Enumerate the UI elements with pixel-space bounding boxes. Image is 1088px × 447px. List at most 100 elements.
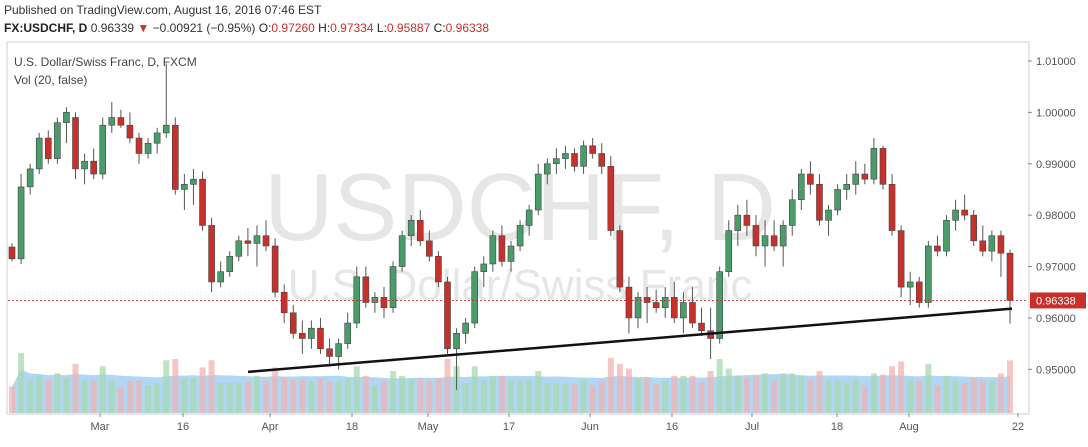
volume-bar xyxy=(317,378,324,413)
candle-body xyxy=(63,112,70,123)
candle-body xyxy=(897,230,905,288)
volume-bar xyxy=(916,380,923,413)
volume-bar xyxy=(308,381,315,413)
candle xyxy=(689,287,696,329)
candle xyxy=(172,117,179,195)
candle-body xyxy=(135,137,143,154)
candle-body xyxy=(607,166,615,231)
candle xyxy=(562,145,569,169)
candle-body xyxy=(716,271,723,339)
price-axis[interactable]: 0.95000 0.96000 0.97000 0.98000 0.99000 1.000… xyxy=(1028,56,1086,376)
candle xyxy=(17,174,25,264)
volume-bar xyxy=(335,380,342,413)
volume-bar xyxy=(281,377,288,413)
volume-bar xyxy=(117,386,124,413)
candle-body xyxy=(226,255,234,272)
candle-body xyxy=(671,297,678,319)
support-trendline xyxy=(247,307,1013,374)
volume-bar xyxy=(480,380,487,413)
volume-bar xyxy=(371,385,378,413)
candle xyxy=(371,292,379,313)
candle xyxy=(915,276,923,308)
candle xyxy=(181,174,188,211)
candle-body xyxy=(906,281,914,288)
low-label: L: xyxy=(376,21,387,35)
volume-bar xyxy=(925,363,932,413)
candle-layer xyxy=(8,63,1014,390)
candle xyxy=(416,210,424,246)
open-value: 0.97260 xyxy=(271,21,315,35)
candle-body xyxy=(244,240,252,244)
candle-body xyxy=(72,117,79,170)
quote-line: FX:USDCHF, D 0.96339 ▼ −0.00921 (−0.95%)… xyxy=(4,21,489,35)
candle xyxy=(507,240,515,272)
candle-body xyxy=(389,266,397,308)
candle-body xyxy=(834,189,841,211)
volume-bar xyxy=(743,378,750,413)
candle xyxy=(72,112,79,180)
candle xyxy=(480,256,488,288)
volume-bar xyxy=(780,373,787,413)
candle-body xyxy=(870,148,878,180)
candle-body xyxy=(54,122,61,159)
time-tick-label: 16 xyxy=(666,421,678,433)
candle-body xyxy=(407,219,415,237)
candle xyxy=(752,215,760,257)
candle xyxy=(652,289,660,313)
volume-bar xyxy=(81,380,88,413)
candle xyxy=(834,184,841,216)
volume-layer xyxy=(9,353,1013,413)
candle-body xyxy=(199,178,206,226)
candle-body xyxy=(26,168,34,188)
volume-bar xyxy=(653,384,660,413)
volume-bar xyxy=(716,359,723,413)
volume-bar xyxy=(498,375,505,413)
last-price-tag-label: 0.96338 xyxy=(1036,295,1076,307)
candle xyxy=(426,230,433,262)
volume-bar xyxy=(63,378,70,413)
volume-bar xyxy=(126,380,133,413)
volume-bar xyxy=(635,378,642,413)
candle xyxy=(153,127,161,154)
candle-body xyxy=(680,302,687,319)
candle-body xyxy=(462,322,469,334)
time-tick-label: 16 xyxy=(177,421,189,433)
legend-title: U.S. Dollar/Swiss Franc, D, FXCM xyxy=(14,55,197,69)
candle-body xyxy=(153,132,161,144)
volume-bar xyxy=(1007,360,1013,413)
candle xyxy=(489,230,497,272)
legend: U.S. Dollar/Swiss Franc, D, FXCM Vol (20… xyxy=(14,53,197,89)
candle xyxy=(952,199,959,231)
volume-bar xyxy=(571,384,578,413)
candle xyxy=(280,284,288,324)
candle-body xyxy=(17,186,25,260)
candle-body xyxy=(589,145,596,154)
candle xyxy=(861,163,869,185)
volume-bar xyxy=(217,383,224,413)
volume-bar xyxy=(353,366,360,413)
candle-body xyxy=(235,240,243,257)
candle xyxy=(634,292,642,329)
candle-body xyxy=(979,240,987,252)
candle-body xyxy=(770,235,778,247)
candle xyxy=(308,320,315,349)
candle-body xyxy=(444,281,451,350)
volume-bar xyxy=(417,378,424,413)
down-arrow-icon: ▼ xyxy=(137,21,150,35)
candle xyxy=(26,163,34,195)
candle xyxy=(126,112,134,144)
candle-body xyxy=(961,209,968,216)
time-tick-label: 18 xyxy=(831,421,843,433)
volume-bar xyxy=(625,368,632,413)
candle xyxy=(244,228,252,257)
candle xyxy=(970,210,978,246)
candle-body xyxy=(353,276,361,324)
time-axis[interactable]: Mar 16 Apr 18 May 17 Jun 16 Jul 18 Aug 22 xyxy=(91,413,1025,433)
candle xyxy=(598,143,606,175)
volume-bar xyxy=(752,375,759,413)
candle xyxy=(770,220,778,252)
overlay-layer xyxy=(8,300,1028,374)
candle xyxy=(589,138,596,159)
